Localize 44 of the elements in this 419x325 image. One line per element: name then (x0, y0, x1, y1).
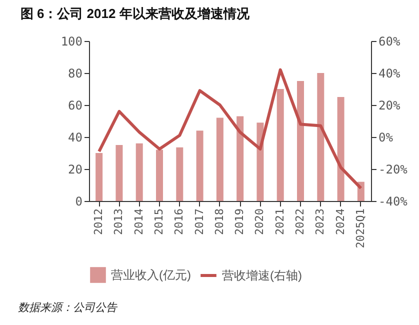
bar (256, 122, 264, 201)
y-tick-label: 60 (68, 98, 82, 112)
x-tick-label: 2023 (314, 208, 327, 235)
legend-label: 营收增速(右轴) (222, 268, 302, 282)
y2-tick-label: 20% (378, 98, 401, 112)
x-tick-label: 2013 (112, 208, 126, 235)
y-tick-label: 100 (60, 34, 82, 48)
y-tick-label: 20 (68, 162, 82, 176)
source-note: 数据来源：公司公告 (18, 300, 117, 315)
bar (116, 145, 123, 201)
y2-tick-label: 60% (378, 34, 401, 48)
bar (337, 97, 344, 201)
x-tick-label: 2021 (273, 208, 286, 235)
x-tick-label: 2016 (172, 208, 186, 235)
bar (96, 153, 103, 201)
bar (276, 89, 284, 201)
y2-tick-label: -40% (378, 194, 408, 208)
y2-tick-label: 0% (378, 130, 394, 144)
legend-label: 营业收入(亿元) (111, 268, 191, 282)
x-tick-label: 2012 (92, 208, 106, 235)
x-tick-label: 2022 (294, 208, 306, 235)
x-tick-label: 2024 (334, 208, 347, 235)
bar (236, 116, 244, 201)
x-tick-label: 2025Q1 (354, 208, 367, 248)
x-tick-label: 2019 (233, 208, 246, 235)
bar (136, 143, 143, 201)
y-tick-label: 80 (68, 66, 82, 80)
bar (297, 81, 304, 201)
bar (216, 118, 224, 201)
x-tick-label: 2014 (132, 208, 146, 235)
x-tick-label: 2020 (253, 208, 266, 235)
bar (176, 147, 184, 201)
chart-title: 图 6：公司 2012 年以来营收及增速情况 (20, 6, 250, 21)
line-series (98, 68, 362, 190)
x-tick-label: 2018 (212, 208, 226, 235)
x-tick-label: 2015 (152, 208, 166, 235)
bar (156, 150, 163, 201)
y2-tick-label: -20% (378, 162, 408, 176)
x-tick-label: 2017 (192, 208, 206, 235)
bar (317, 73, 324, 201)
bar (196, 130, 204, 201)
y-tick-label: 0 (75, 194, 82, 208)
y2-tick-label: 40% (378, 66, 401, 80)
y-tick-label: 40 (68, 130, 82, 144)
